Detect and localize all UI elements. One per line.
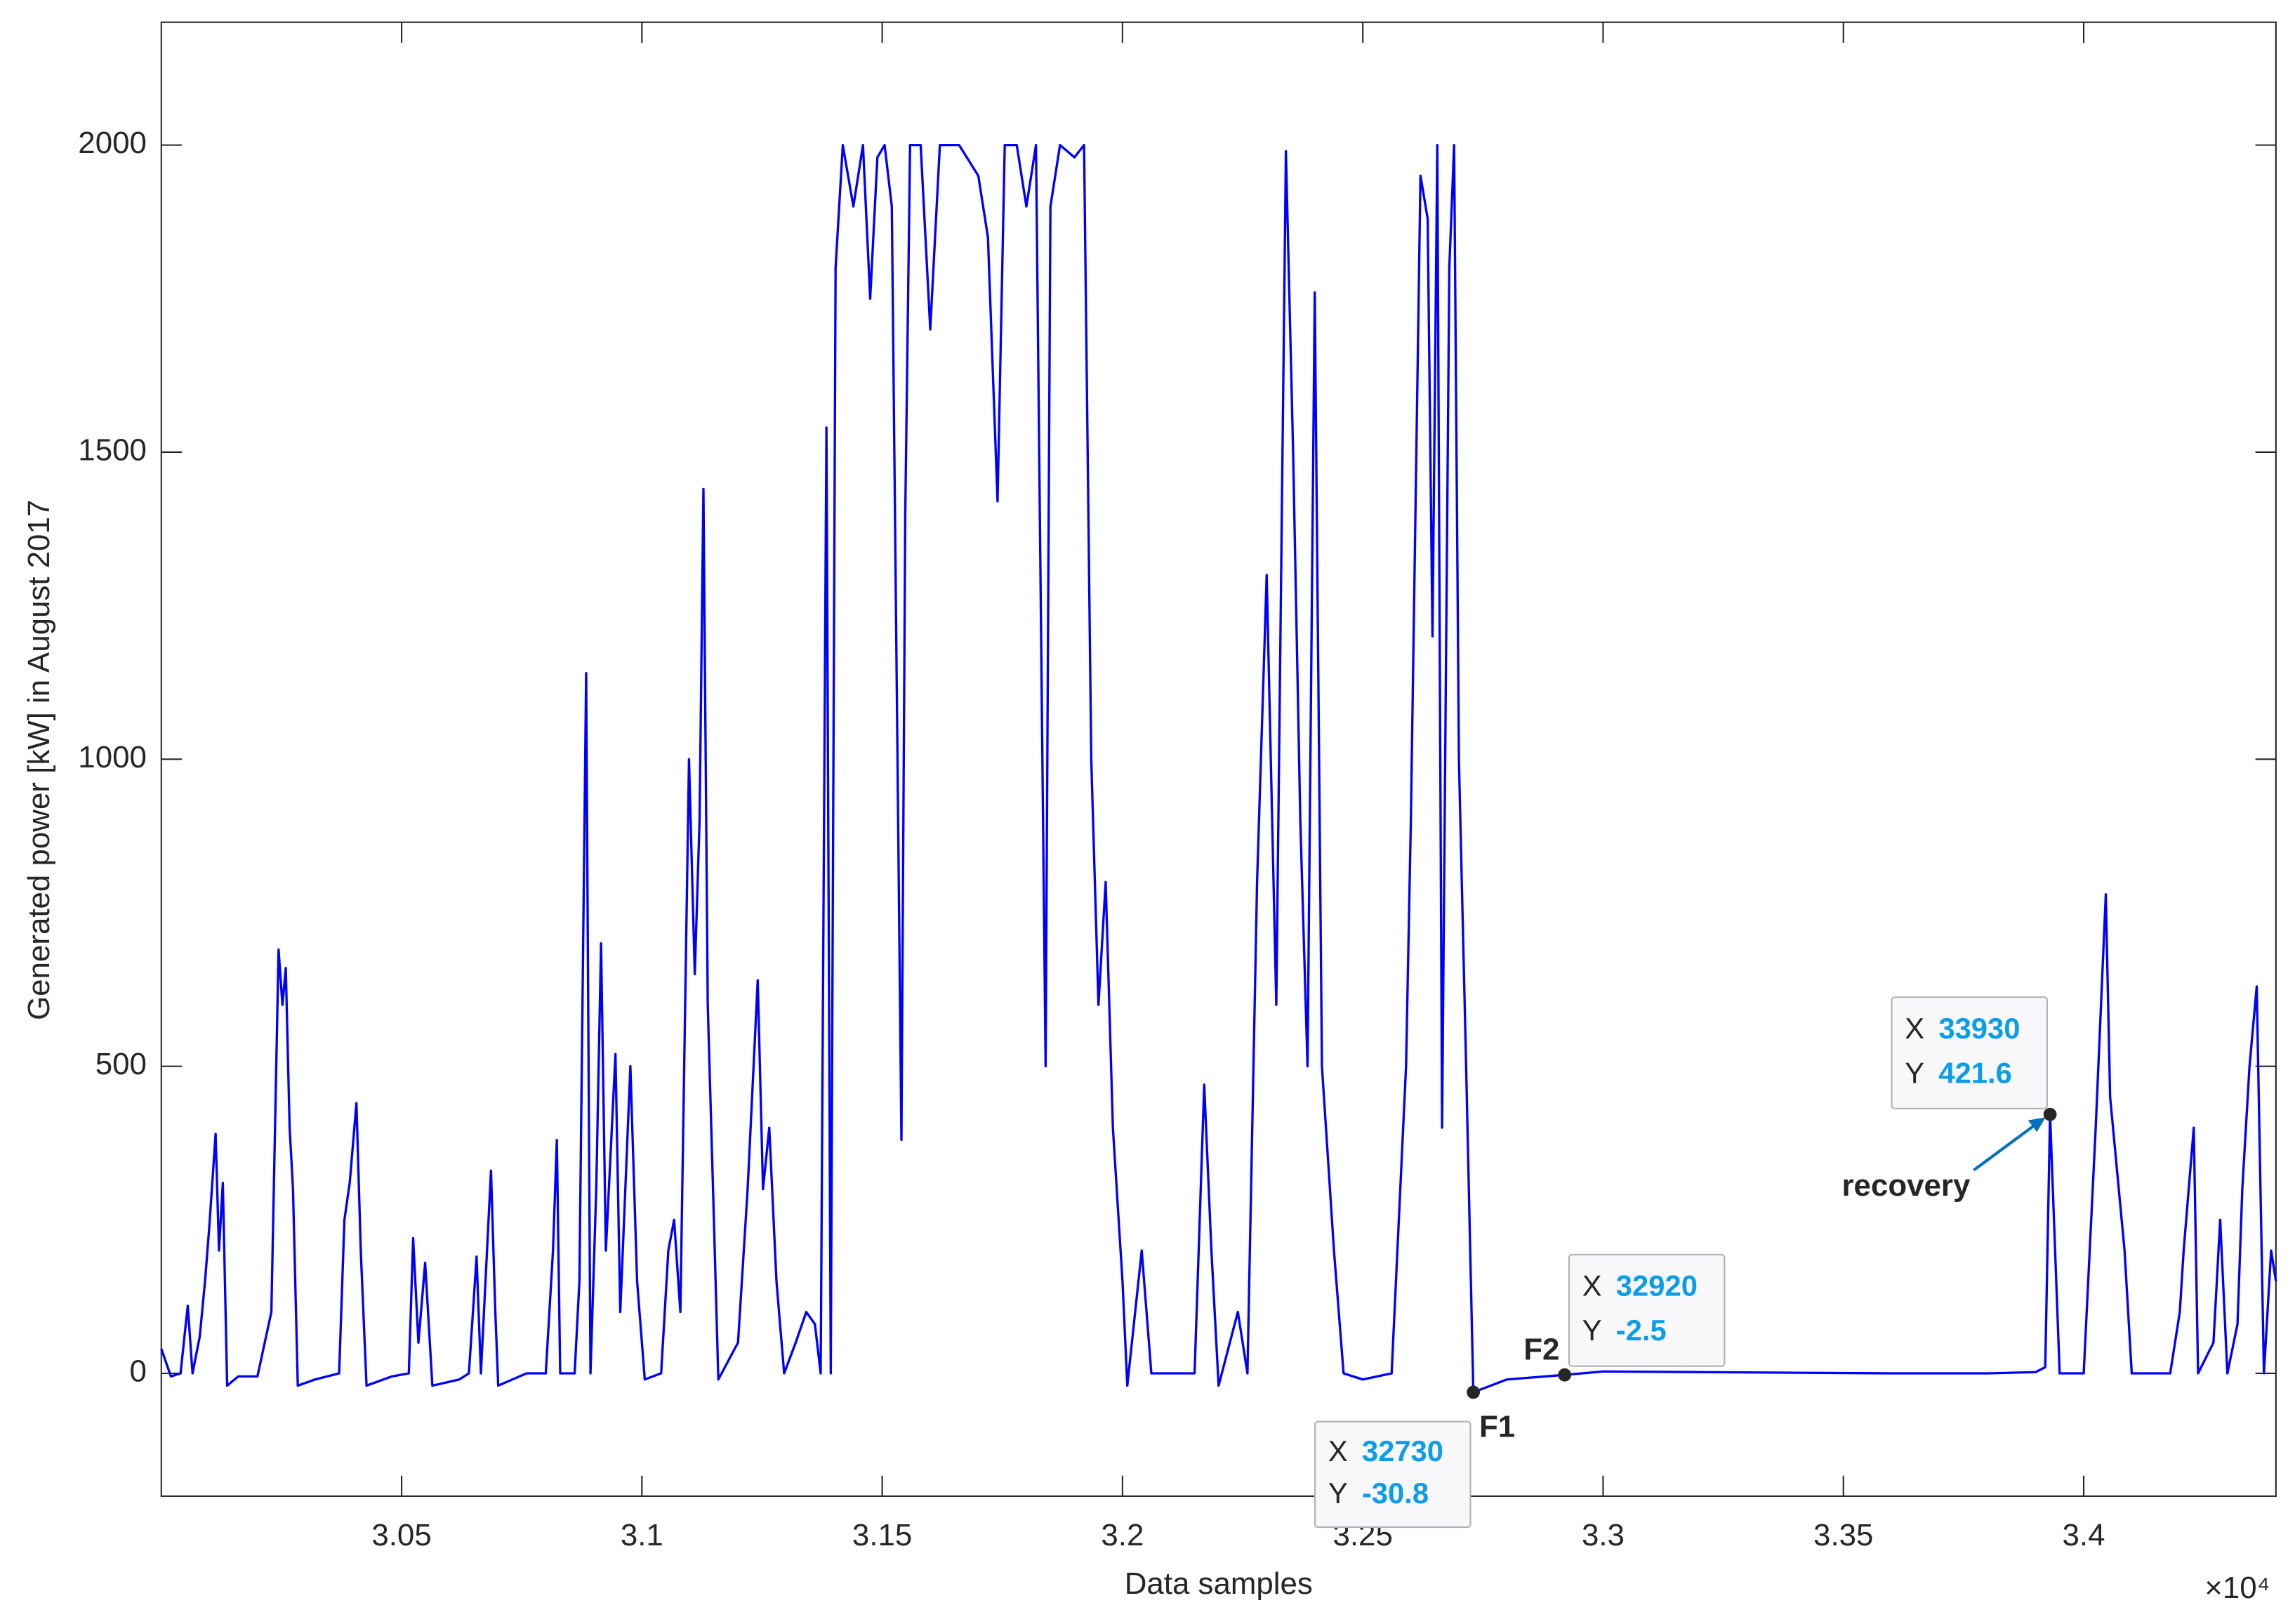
datatip-x-label: X (1905, 1012, 1924, 1045)
annotation-label: F1 (1479, 1410, 1515, 1444)
datatip-x-value: 32730 (1362, 1434, 1443, 1467)
datatip-marker (2043, 1107, 2057, 1121)
datatip-y-label: Y (1328, 1477, 1348, 1510)
datatip-y-value: -30.8 (1362, 1477, 1429, 1510)
x-tick-label: 3.35 (1813, 1518, 1873, 1552)
datatip-x-label: X (1328, 1434, 1348, 1467)
datatip-box (1568, 1253, 1726, 1367)
y-tick-label: 2000 (78, 126, 147, 160)
annotation-label: F2 (1523, 1332, 1559, 1366)
y-tick-label: 1500 (78, 433, 147, 468)
datatip-box (1891, 996, 2048, 1109)
x-tick-label: 3.15 (852, 1518, 912, 1552)
datatip-marker (1467, 1385, 1481, 1399)
x-exponent: ×10⁴ (2204, 1571, 2270, 1605)
annotation-arrow (1973, 1118, 2042, 1172)
annotation-label: recovery (1841, 1168, 1970, 1203)
datatip-y-value: 421.6 (1938, 1056, 2012, 1089)
x-tick-label: 3.3 (1582, 1518, 1625, 1552)
datatip: X 33930 Y 421.6 recovery (1841, 996, 2057, 1203)
datatip-marker (1558, 1368, 1572, 1382)
x-tick-label: 3.05 (371, 1518, 431, 1552)
datatip: X 32730 Y -30.8 F1 (1314, 1385, 1515, 1529)
datatip-y-label: Y (1582, 1314, 1602, 1347)
x-tick-label: 3.2 (1101, 1518, 1144, 1552)
y-tick-label: 0 (129, 1354, 146, 1389)
annotation-arrowhead (2028, 1117, 2046, 1133)
x-tick-label: 3.4 (2063, 1518, 2105, 1552)
datatip-y-value: -2.5 (1616, 1314, 1667, 1347)
x-axis-label: Data samples (1125, 1566, 1313, 1601)
x-tick-label: 3.1 (621, 1518, 663, 1552)
y-axis-label: Generated power [kW] in August 2017 (22, 500, 56, 1020)
datatip: X 32920 Y -2.5 F2 (1523, 1253, 1726, 1382)
y-tick-label: 1000 (78, 740, 147, 774)
datatip-x-value: 33930 (1938, 1012, 2020, 1045)
datatip-x-label: X (1582, 1269, 1602, 1302)
datatip-box (1314, 1420, 1471, 1529)
y-tick-label: 500 (95, 1047, 147, 1081)
datatip-x-value: 32920 (1616, 1269, 1698, 1302)
datatip-y-label: Y (1905, 1056, 1924, 1089)
